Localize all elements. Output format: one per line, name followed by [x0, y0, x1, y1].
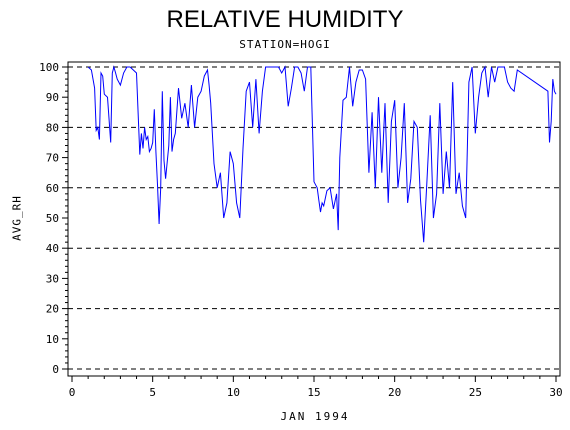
x-tick-label: 5 — [149, 386, 156, 399]
y-tick-label: 80 — [46, 121, 59, 134]
chart-subtitle: STATION=HOGI — [239, 38, 331, 51]
x-tick-label: 0 — [69, 386, 76, 399]
y-tick-label: 60 — [46, 182, 59, 195]
y-tick-label: 10 — [46, 333, 59, 346]
y-tick-label: 70 — [46, 152, 59, 165]
y-tick-label: 50 — [46, 212, 59, 225]
series-line-avg-rh — [87, 65, 557, 243]
y-axis-label: AVG_RH — [10, 195, 24, 241]
y-tick-label: 100 — [39, 61, 59, 74]
x-tick-label: 10 — [227, 386, 240, 399]
y-tick-label: 30 — [46, 272, 59, 285]
y-tick-label: 20 — [46, 303, 59, 316]
y-tick-label: 40 — [46, 242, 59, 255]
x-axis-label: JAN 1994 — [280, 410, 350, 423]
x-tick-label: 30 — [549, 386, 562, 399]
x-tick-label: 25 — [469, 386, 482, 399]
y-tick-label: 90 — [46, 91, 59, 104]
x-tick-label: 20 — [388, 386, 401, 399]
x-tick-label: 15 — [307, 386, 320, 399]
plot-frame — [67, 61, 561, 377]
chart-title: RELATIVE HUMIDITY — [166, 6, 404, 33]
y-tick-label: 0 — [52, 363, 59, 376]
